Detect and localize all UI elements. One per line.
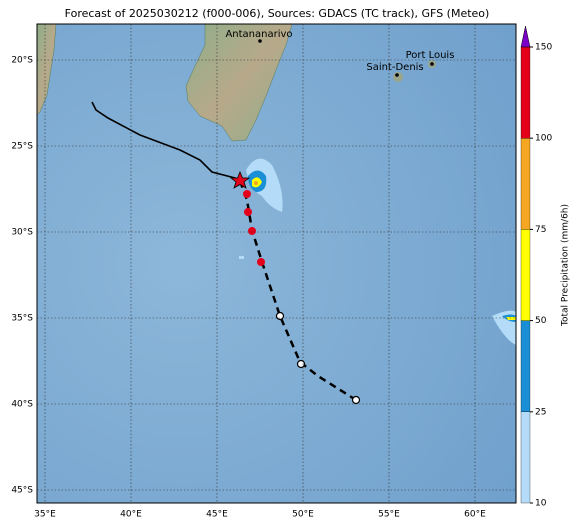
africa bbox=[37, 24, 57, 116]
lon-label: 60°E bbox=[464, 510, 486, 520]
colorbar-tick-label: 75 bbox=[535, 225, 546, 235]
place-label: Saint-Denis bbox=[366, 62, 423, 73]
lon-label: 50°E bbox=[292, 510, 314, 520]
ocean bbox=[37, 24, 516, 503]
colorbar-tick-label: 25 bbox=[535, 407, 546, 417]
map-frame bbox=[36, 23, 517, 504]
tc-symbols bbox=[275, 311, 361, 405]
colorbar-extend bbox=[520, 25, 531, 48]
lat-label: 20°S bbox=[11, 56, 33, 66]
lat-label: 40°S bbox=[11, 400, 33, 410]
lat-label: 35°S bbox=[11, 314, 33, 324]
title: Forecast of 2025030212 (f000-006), Sourc… bbox=[65, 7, 490, 20]
tc-symbols-red bbox=[243, 190, 265, 266]
colorbar-tick-label: 150 bbox=[535, 43, 552, 53]
lat-label: 25°S bbox=[11, 142, 33, 152]
colorbar-segment bbox=[520, 46, 531, 139]
track-observed bbox=[91, 101, 241, 182]
gridlines bbox=[37, 24, 516, 503]
colorbar: 10 25 50 75 100 150 bbox=[520, 25, 552, 509]
colorbar-tick-label: 50 bbox=[535, 316, 547, 326]
colorbar-tick-label: 10 bbox=[535, 499, 547, 509]
colorbar-segment bbox=[520, 138, 531, 230]
reunion bbox=[393, 72, 403, 82]
lon-label: 55°E bbox=[378, 510, 400, 520]
lat-label: 30°S bbox=[11, 228, 33, 238]
track-forecast bbox=[238, 180, 357, 402]
place-label: Antananarivo bbox=[225, 29, 292, 40]
colorbar-tick-label: 100 bbox=[535, 134, 552, 144]
madagascar bbox=[185, 24, 293, 142]
city-dots bbox=[258, 39, 434, 77]
colorbar-label: Total Precipitation (mm/6h) bbox=[561, 204, 571, 327]
colorbar-segment bbox=[520, 320, 531, 412]
lat-label: 45°S bbox=[11, 486, 33, 496]
map bbox=[37, 24, 516, 503]
place-label: Port Louis bbox=[406, 50, 455, 61]
current-position bbox=[229, 170, 251, 189]
lon-label: 40°E bbox=[120, 510, 142, 520]
colorbar-segment bbox=[520, 229, 531, 321]
colorbar-segment bbox=[520, 411, 531, 504]
precipitation bbox=[239, 158, 516, 345]
lon-label: 45°E bbox=[206, 510, 228, 520]
lon-label: 35°E bbox=[34, 510, 56, 520]
